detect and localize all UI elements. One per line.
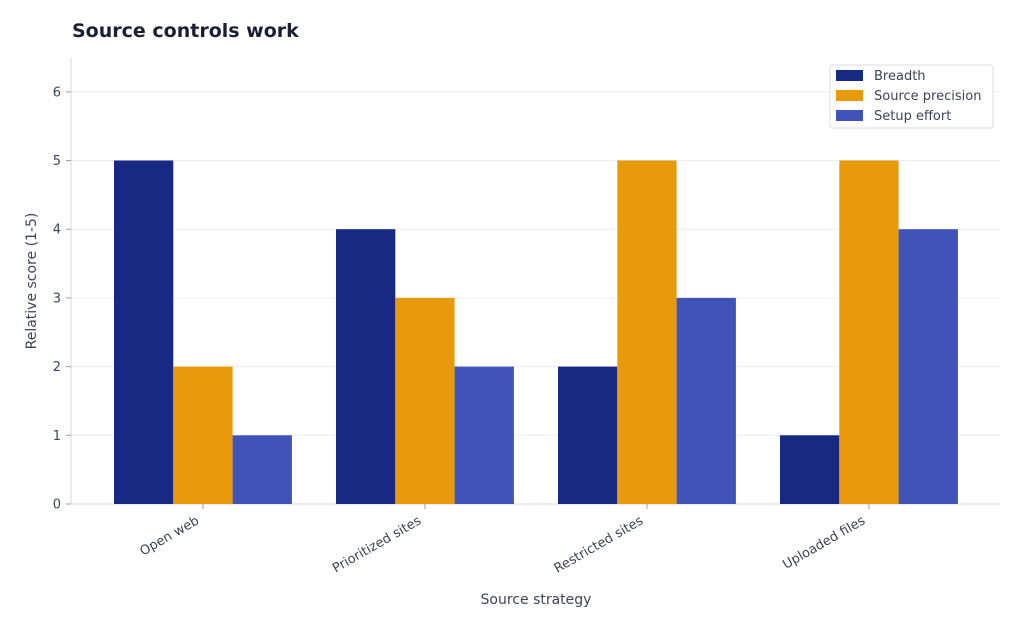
x-tick-label: Uploaded files xyxy=(780,513,868,572)
x-tick-label: Prioritized sites xyxy=(330,513,424,576)
bar-setup-effort-3 xyxy=(898,229,958,504)
bar-setup-effort-0 xyxy=(232,435,292,504)
bar-source-precision-1 xyxy=(395,297,455,504)
bar-breadth-3 xyxy=(780,435,840,504)
legend-label: Source precision xyxy=(874,89,981,104)
y-tick-label: 0 xyxy=(53,498,61,513)
x-ticks: Open web Prioritized sites Restricted site… xyxy=(138,504,870,577)
bar-source-precision-2 xyxy=(617,160,677,504)
legend: Breadth Source precision Setup effort xyxy=(829,64,994,129)
x-axis-label: Source strategy xyxy=(481,592,592,608)
y-tick-label: 5 xyxy=(53,154,61,169)
bar-breadth-1 xyxy=(336,229,396,504)
legend-label: Breadth xyxy=(874,69,926,84)
bar-breadth-2 xyxy=(558,366,618,504)
legend-swatch xyxy=(836,110,863,121)
y-ticks: 0 1 2 3 4 5 6 xyxy=(53,85,71,513)
x-tick-label: Restricted sites xyxy=(552,513,646,576)
y-tick-label: 2 xyxy=(53,360,61,375)
chart-title: Source controls work xyxy=(72,20,299,42)
y-axis-label: Relative score (1-5) xyxy=(24,213,40,350)
y-tick-label: 4 xyxy=(53,223,61,238)
bar-breadth-0 xyxy=(114,160,174,504)
legend-swatch xyxy=(836,70,863,81)
bar-setup-effort-1 xyxy=(454,366,514,504)
y-tick-label: 3 xyxy=(53,291,61,306)
legend-swatch xyxy=(836,90,863,101)
bar-source-precision-0 xyxy=(173,366,233,504)
y-tick-label: 6 xyxy=(53,85,61,100)
y-tick-label: 1 xyxy=(53,429,61,444)
legend-label: Setup effort xyxy=(874,109,951,124)
bars xyxy=(114,160,958,504)
bar-setup-effort-2 xyxy=(676,297,736,504)
x-tick-label: Open web xyxy=(138,513,202,559)
bar-source-precision-3 xyxy=(839,160,899,504)
legend-box xyxy=(829,64,994,129)
